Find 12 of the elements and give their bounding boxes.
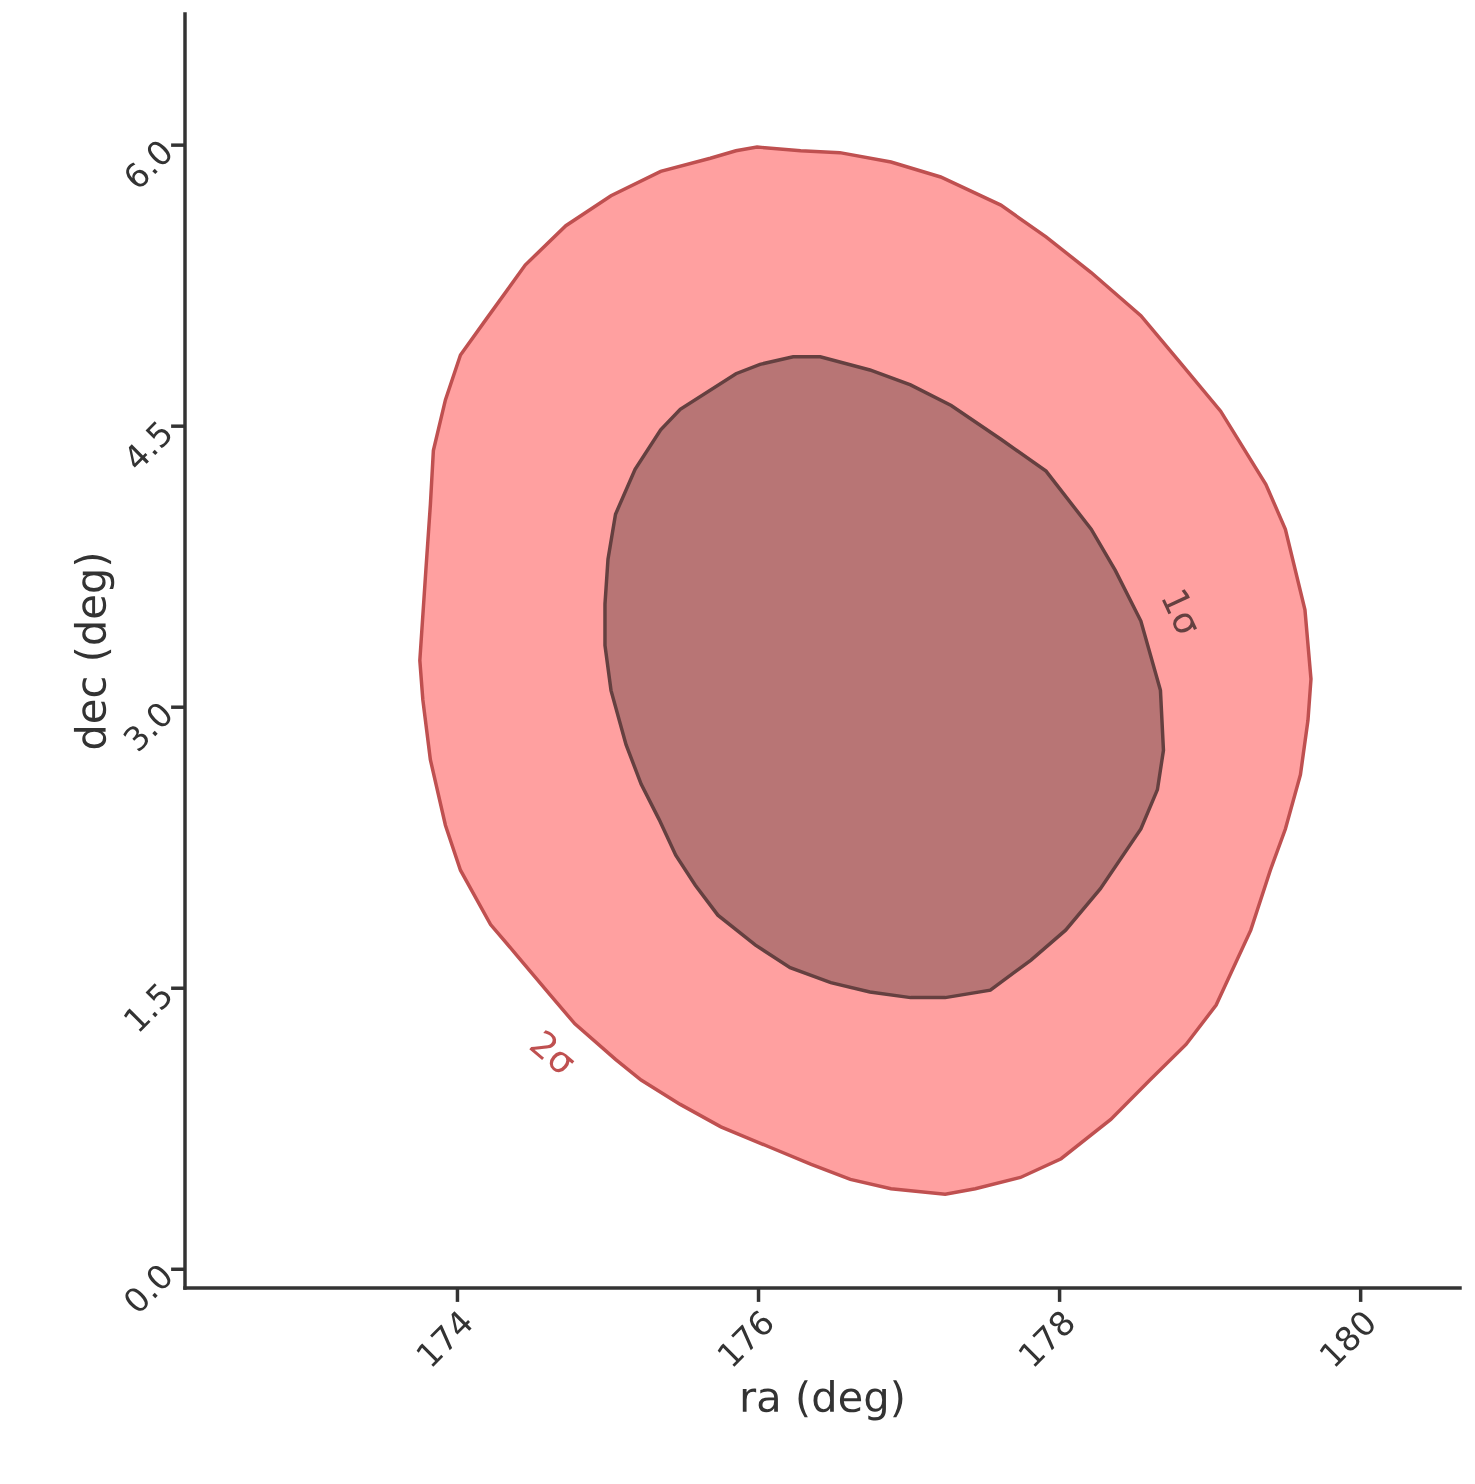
x-tick-label: 180	[1318, 1308, 1378, 1368]
y-axis-title: dec (deg)	[73, 554, 115, 749]
y-tick-label: 0.0	[121, 1262, 174, 1315]
text: 1σ	[1161, 588, 1203, 638]
y-tick-label: 1.5	[123, 982, 174, 1033]
y-tick-label: 3.0	[122, 700, 174, 753]
x-axis-title: ra (deg)	[742, 1380, 903, 1421]
text: 2σ	[528, 1028, 579, 1077]
y-tick-label: 6.0	[121, 138, 174, 191]
x-tick-label: 178	[1017, 1308, 1077, 1368]
x-tick-label: 174	[415, 1308, 475, 1368]
y-tick-label: 4.5	[121, 420, 174, 472]
